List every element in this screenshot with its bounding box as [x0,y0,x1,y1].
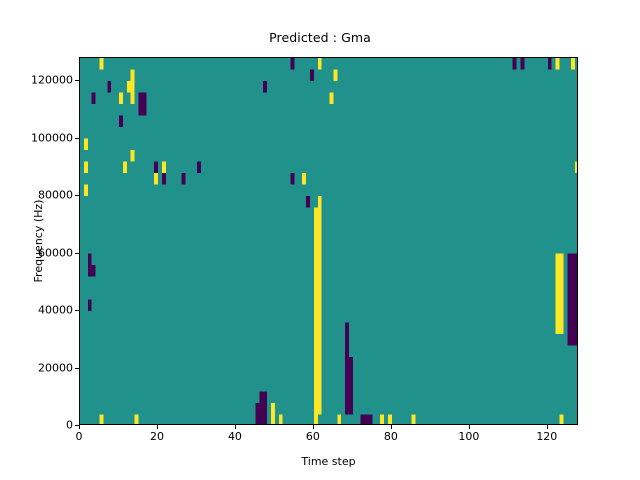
x-tick-mark [79,425,80,429]
y-tick-mark [75,425,79,426]
y-tick-label: 100000 [31,131,73,144]
x-tick-mark [235,425,236,429]
x-tick-label: 40 [227,430,242,443]
x-tick-label: 60 [305,430,320,443]
y-tick-label: 0 [66,418,73,432]
chart-title: Predicted : Gma [269,30,371,45]
y-tick-label: 20000 [38,361,73,374]
x-tick-mark [313,425,314,429]
x-tick-label: 80 [383,430,398,443]
x-tick-label: 100 [458,430,480,443]
y-axis-label: Frequency (Hz) [31,199,45,283]
y-axis-tick-labels: 0 20000 40000 60000 80000 100000 120000 [0,0,73,480]
y-tick-mark [75,368,79,369]
y-tick-label: 120000 [31,73,73,87]
heatmap-canvas [80,58,577,424]
x-tick-mark [469,425,470,429]
y-tick-mark [75,195,79,196]
y-tick-label: 80000 [38,188,73,202]
heatmap-axes [79,57,578,425]
x-axis-label: Time step [301,455,356,468]
y-tick-mark [75,310,79,311]
x-tick-label: 20 [149,430,164,443]
y-tick-mark [75,80,79,81]
y-tick-mark [75,253,79,254]
x-tick-mark [157,425,158,429]
x-tick-label: 0 [75,430,83,443]
x-tick-mark [391,425,392,429]
y-tick-mark [75,138,79,139]
x-tick-mark [547,425,548,429]
y-tick-label: 40000 [38,303,73,317]
x-tick-label: 120 [536,430,558,443]
y-tick-label: 60000 [38,246,73,259]
y-axis-label-wrap: Frequency (Hz) [0,57,45,425]
